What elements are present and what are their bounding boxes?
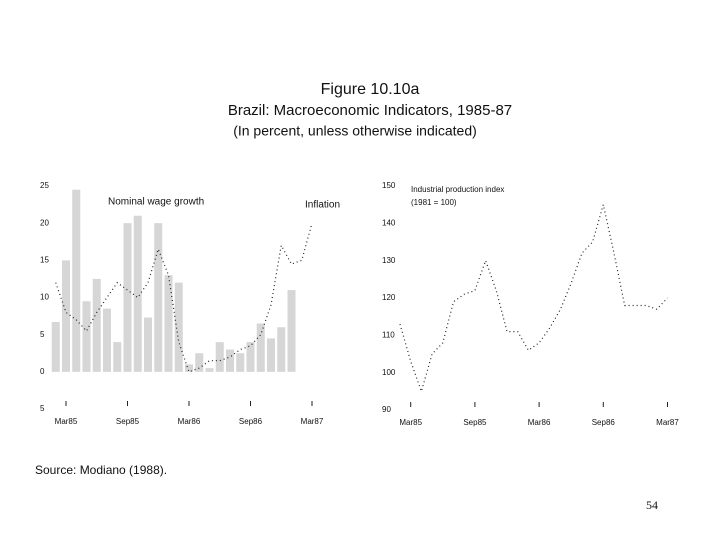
bar bbox=[215, 342, 224, 372]
x-tick-label: Sep86 bbox=[592, 418, 616, 427]
x-tick-label: Sep85 bbox=[116, 417, 140, 426]
bar bbox=[164, 275, 173, 372]
y-tick-label: 15 bbox=[40, 255, 49, 264]
x-tick-label: Mar85 bbox=[399, 418, 422, 427]
y-tick-label: 5 bbox=[40, 404, 45, 413]
y-tick-label: 0 bbox=[40, 367, 45, 376]
bar bbox=[123, 223, 132, 372]
x-tick-label: Mar87 bbox=[656, 418, 679, 427]
y-tick-label: 10 bbox=[40, 293, 49, 302]
bar bbox=[82, 301, 91, 372]
bar bbox=[267, 338, 275, 372]
bar bbox=[174, 282, 183, 372]
y-tick-label: 110 bbox=[382, 330, 395, 339]
y-tick-label: 25 bbox=[40, 181, 49, 190]
y-tick-label: 140 bbox=[382, 218, 396, 227]
x-tick-label: Mar86 bbox=[528, 418, 551, 427]
y-tick-label: 100 bbox=[382, 368, 396, 377]
bar bbox=[226, 349, 234, 372]
bar bbox=[246, 342, 255, 372]
x-tick-label: Sep85 bbox=[463, 418, 487, 427]
figure-title: Brazil: Macroeconomic Indicators, 1985-8… bbox=[228, 102, 512, 119]
x-tick-label: Mar85 bbox=[55, 417, 78, 426]
bar bbox=[133, 215, 142, 372]
source: Source: Modiano (1988). bbox=[35, 463, 167, 477]
bar bbox=[205, 368, 214, 372]
annotation: Inflation bbox=[305, 200, 340, 211]
page-number: 54 bbox=[646, 498, 658, 512]
bar bbox=[256, 323, 265, 372]
y-tick-label: 5 bbox=[40, 330, 45, 339]
bar bbox=[62, 260, 70, 372]
bar bbox=[236, 353, 245, 372]
figure-number: Figure 10.10a bbox=[321, 81, 420, 98]
annotation: Industrial production index bbox=[411, 185, 504, 194]
bar bbox=[185, 364, 193, 372]
x-tick-label: Mar87 bbox=[301, 417, 324, 426]
bar bbox=[277, 327, 286, 372]
bar bbox=[113, 342, 122, 372]
x-tick-label: Mar86 bbox=[178, 417, 201, 426]
annotation: (1981 = 100) bbox=[411, 198, 457, 207]
y-tick-label: 130 bbox=[382, 256, 396, 265]
bar bbox=[154, 223, 163, 372]
bar bbox=[51, 322, 60, 372]
bar bbox=[103, 308, 111, 372]
y-tick-label: 150 bbox=[382, 181, 396, 190]
bar bbox=[195, 353, 204, 372]
annotation: Nominal wage growth bbox=[108, 197, 204, 208]
y-tick-label: 20 bbox=[40, 218, 49, 227]
bar bbox=[287, 290, 296, 372]
bar bbox=[72, 189, 81, 372]
bar bbox=[144, 317, 152, 372]
y-tick-label: 90 bbox=[382, 405, 391, 414]
line bbox=[399, 204, 668, 394]
y-tick-label: 120 bbox=[382, 293, 396, 302]
figure-subtitle: (In percent, unless otherwise indicated) bbox=[233, 123, 477, 139]
bar bbox=[92, 278, 101, 372]
x-tick-label: Sep86 bbox=[239, 417, 263, 426]
